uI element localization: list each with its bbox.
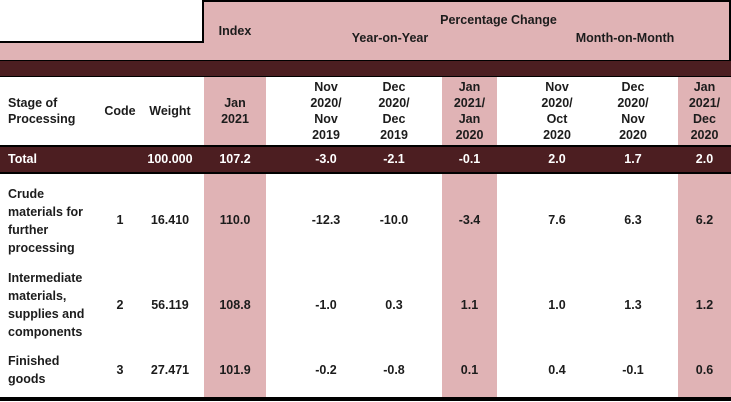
index-group-label: Index (218, 24, 252, 38)
jan-mom-column-highlight (678, 61, 731, 397)
cell-yoy-dec: 0.3 (385, 297, 403, 312)
total-row: Total 100.000 107.2 -3.0 -2.1 -0.1 2.0 1… (0, 147, 731, 171)
col-header-weight: Weight (149, 103, 191, 118)
col-header-dec2020-dec2019: Dec 2020/ Dec 2019 (378, 79, 410, 142)
cell-weight: 56.119 (151, 297, 189, 312)
cell-yoy-nov: -1.0 (315, 297, 337, 312)
month-on-month-label: Month-on-Month (575, 31, 675, 45)
cell-mom-dec: -0.1 (622, 362, 644, 377)
row-label: Intermediate materials, supplies and com… (8, 271, 85, 339)
cell-yoy-nov: -0.2 (315, 362, 337, 377)
cell-weight: 100.000 (147, 151, 193, 166)
header-band-right-border (729, 0, 731, 61)
cell-yoy-dec: -2.1 (383, 151, 405, 166)
table-row: Intermediate materials, supplies and com… (0, 267, 731, 343)
col-header-nov2020-oct2020: Nov 2020/ Oct 2020 (541, 79, 573, 142)
cell-code (100, 147, 140, 171)
cell-weight: 27.471 (150, 362, 190, 377)
header-band-background (204, 2, 731, 61)
table-row: Finished goods 3 27.471 101.9 -0.2 -0.8 … (0, 343, 731, 397)
percentage-change-label: Percentage Change (440, 13, 557, 27)
header-band-left-strip (0, 42, 204, 61)
cell-code: 3 (116, 362, 124, 377)
cell-mom-nov: 7.6 (548, 213, 566, 227)
year-on-year-label: Year-on-Year (351, 31, 429, 45)
cell-mom-jan: 1.2 (695, 297, 714, 312)
cell-mom-jan: 0.6 (695, 362, 714, 377)
index-box-left-border (202, 0, 204, 43)
table-row: Crude materials for further processing 1… (0, 174, 731, 267)
row-label: Total (8, 152, 37, 166)
col-header-nov2020-nov2019: Nov 2020/ Nov 2019 (310, 79, 342, 142)
col-header-code: Code (104, 103, 136, 118)
cell-yoy-jan: 0.1 (460, 362, 479, 377)
cell-code: 2 (116, 297, 124, 312)
cell-mom-nov: 2.0 (548, 151, 566, 166)
table-bottom-border (0, 397, 731, 401)
row-label: Crude materials for further processing (8, 186, 84, 255)
total-row-background (0, 145, 731, 174)
col-header-jan2021-jan2020: Jan 2021/ Jan 2020 (453, 79, 486, 142)
col-header-dec2020-nov2020: Dec 2020/ Nov 2020 (617, 79, 649, 142)
col-header-jan2021: Jan 2021 (221, 95, 249, 126)
table-top-border (202, 0, 731, 2)
cell-mom-dec: 6.3 (624, 213, 642, 227)
cell-mom-dec: 1.7 (624, 151, 642, 166)
cell-yoy-jan: -3.4 (458, 213, 481, 227)
cell-mom-jan: 2.0 (695, 151, 714, 166)
row-label: Finished goods (8, 354, 60, 386)
jan-yoy-column-highlight (442, 61, 497, 397)
stub-header-underline (0, 40, 204, 43)
cell-mom-nov: 0.4 (548, 362, 566, 377)
cell-weight: 16.410 (150, 213, 190, 227)
index-column-highlight (204, 61, 266, 397)
cell-yoy-nov: -3.0 (315, 151, 337, 166)
maroon-divider-band (0, 60, 731, 77)
cell-index: 101.9 (219, 362, 251, 377)
cell-index: 107.2 (219, 151, 251, 166)
col-header-jan2021-dec2020: Jan 2021/ Dec 2020 (688, 79, 721, 142)
cell-mom-dec: 1.3 (624, 297, 642, 312)
cell-mom-nov: 1.0 (548, 297, 566, 312)
cell-yoy-jan: -0.1 (458, 151, 481, 166)
column-header-row: Stage of Processing Code Weight Jan 2021… (0, 76, 731, 145)
cell-index: 110.0 (219, 213, 251, 227)
col-header-stage: Stage of Processing (8, 95, 76, 126)
cell-yoy-nov: -12.3 (311, 213, 341, 227)
cell-index: 108.8 (219, 297, 251, 312)
cell-code: 1 (116, 213, 124, 227)
cell-yoy-dec: -10.0 (379, 213, 409, 227)
cell-yoy-dec: -0.8 (383, 362, 405, 377)
cell-yoy-jan: 1.1 (460, 297, 479, 312)
cell-mom-jan: 6.2 (695, 213, 714, 227)
